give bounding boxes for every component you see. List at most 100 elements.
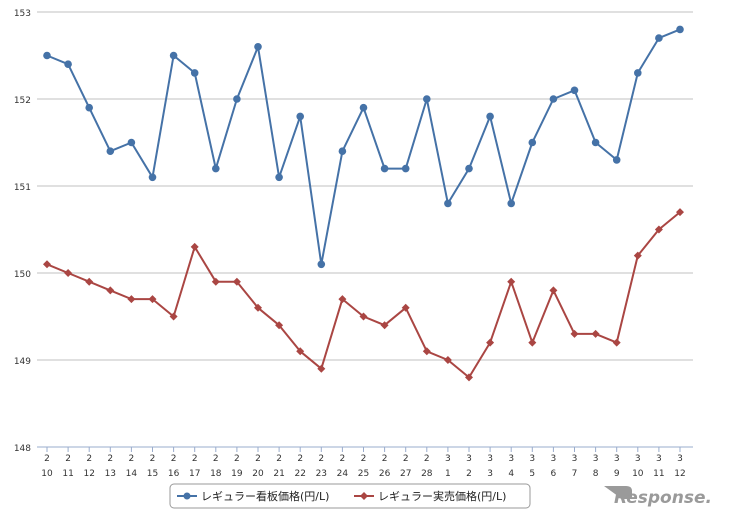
data-point-series-0 (43, 51, 51, 60)
data-point-series-1 (612, 338, 621, 347)
data-point-series-1 (401, 303, 410, 312)
x-tick-label-month: 2 (65, 454, 71, 464)
x-tick-label-month: 2 (255, 454, 261, 464)
x-tick-label-day: 5 (529, 469, 535, 479)
data-point-series-0 (507, 199, 515, 208)
data-point-series-1 (106, 286, 115, 295)
data-point-series-1 (232, 277, 241, 286)
data-point-series-0 (570, 86, 579, 95)
data-point-series-0 (423, 95, 431, 103)
series-line-1 (46, 211, 681, 379)
x-tick-label-day: 10 (632, 469, 644, 479)
data-point-series-1 (570, 329, 579, 338)
x-tick-label-month: 2 (150, 454, 156, 464)
data-point-series-0 (190, 69, 199, 77)
x-tick-label-month: 3 (572, 454, 578, 464)
data-point-series-1 (359, 312, 368, 321)
response-logo-text: Response. (614, 488, 712, 508)
x-tick-label-month: 2 (318, 454, 324, 464)
data-point-series-1 (486, 338, 495, 347)
series-layer (43, 25, 684, 382)
data-point-series-0 (444, 199, 452, 208)
x-tick-label-day: 20 (252, 469, 264, 479)
x-tick-label-month: 2 (340, 454, 346, 464)
x-tick-label-month: 3 (466, 454, 472, 464)
data-point-series-0 (612, 156, 621, 164)
x-tick-label-day: 3 (487, 469, 493, 479)
data-point-series-0 (85, 103, 93, 112)
x-tick-label-month: 2 (107, 454, 113, 464)
x-tick-label-day: 11 (653, 469, 664, 479)
data-point-series-1 (633, 251, 642, 260)
response-logo-arrow-icon (604, 486, 632, 499)
x-tick-label-month: 3 (635, 454, 641, 464)
x-tick-label-month: 2 (44, 454, 50, 464)
data-point-series-1 (169, 312, 178, 321)
data-point-series-0 (106, 147, 115, 155)
data-point-series-1 (465, 373, 473, 382)
data-point-series-0 (634, 69, 642, 77)
data-point-series-1 (64, 269, 73, 277)
data-point-series-0 (275, 173, 283, 182)
x-tick-label-day: 16 (168, 469, 180, 479)
y-tick-label: 149 (14, 357, 31, 367)
data-point-series-0 (233, 95, 241, 103)
data-point-series-1 (507, 277, 516, 286)
x-tick-label-month: 2 (171, 454, 177, 464)
x-tick-label-day: 22 (294, 469, 305, 479)
x-tick-label-day: 25 (358, 469, 369, 479)
y-tick-label: 148 (14, 444, 31, 454)
data-point-series-0 (549, 95, 558, 103)
x-tick-label-day: 12 (83, 469, 94, 479)
x-tick-label-day: 17 (189, 469, 200, 479)
x-tick-label-day: 21 (273, 469, 284, 479)
x-tick-label-month: 2 (86, 454, 92, 464)
legend-box (169, 483, 531, 509)
data-point-series-0 (359, 103, 368, 112)
series-line-0 (46, 28, 681, 266)
x-tick-label-day: 28 (421, 469, 433, 479)
legend-label-series-1: レギュラー実売価格(円/L) (378, 489, 506, 503)
data-point-series-0 (148, 173, 157, 182)
data-point-series-0 (465, 164, 473, 173)
x-tick-label-month: 2 (403, 454, 409, 464)
data-point-series-1 (211, 277, 220, 286)
x-tick-label-day: 27 (400, 469, 411, 479)
data-point-series-1 (422, 347, 431, 356)
data-point-series-1 (654, 225, 663, 234)
x-tick-label-day: 2 (466, 469, 472, 479)
x-tick-label-month: 3 (656, 454, 662, 464)
data-point-series-1 (380, 321, 389, 330)
data-point-series-1 (254, 303, 262, 312)
x-tick-label-month: 2 (234, 454, 240, 464)
x-tick-label-month: 3 (508, 454, 514, 464)
data-point-series-1 (443, 356, 452, 364)
x-tick-label-month: 2 (382, 454, 388, 464)
y-axis: 148 149 150 151 152 153 (14, 9, 31, 454)
x-tick-label-month: 2 (213, 454, 219, 464)
data-point-series-1 (296, 347, 305, 356)
data-point-series-0 (591, 138, 600, 147)
x-tick-label-day: 7 (572, 469, 578, 479)
data-point-series-0 (338, 147, 347, 155)
x-tick-label-day: 18 (210, 469, 222, 479)
x-tick-label-month: 3 (614, 454, 620, 464)
x-tick-label-day: 23 (316, 469, 327, 479)
data-point-series-1 (85, 277, 94, 286)
x-tick-label-day: 6 (551, 469, 557, 479)
legend-label-series-0: レギュラー看板価格(円/L) (201, 489, 329, 503)
data-point-series-1 (676, 208, 684, 217)
data-point-series-1 (317, 364, 326, 373)
data-point-series-0 (64, 60, 72, 68)
x-tick-label-day: 10 (41, 469, 53, 479)
data-point-series-0 (486, 112, 494, 121)
data-point-series-0 (127, 138, 136, 147)
x-axis: 2102112122132142152162172182192202212222… (41, 447, 686, 479)
data-point-series-1 (275, 321, 284, 330)
data-point-series-1 (528, 338, 537, 347)
data-point-series-1 (148, 295, 157, 304)
x-tick-label-month: 2 (129, 454, 135, 464)
x-tick-label-month: 3 (445, 454, 451, 464)
x-tick-label-month: 3 (551, 454, 557, 464)
